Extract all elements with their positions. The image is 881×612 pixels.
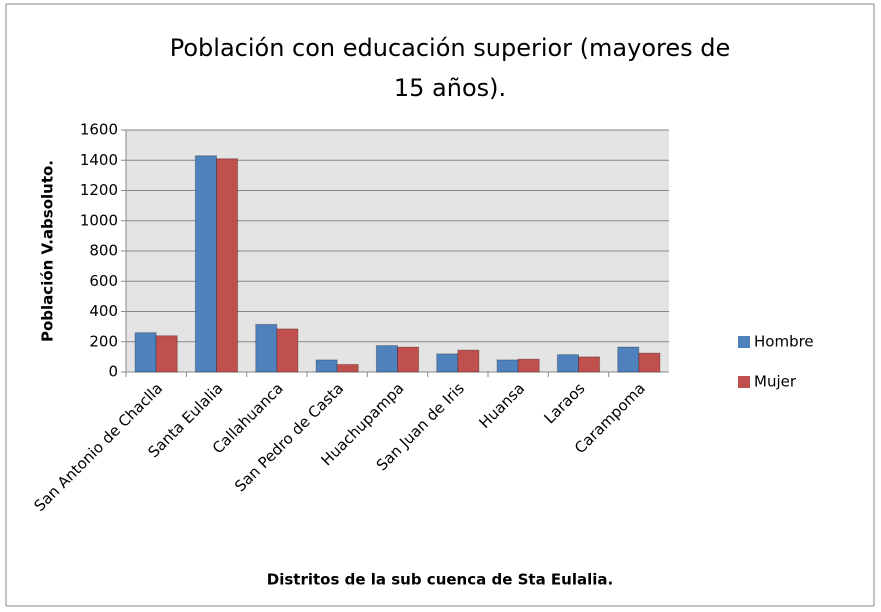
bar (194, 155, 217, 373)
legend-swatch (738, 376, 750, 388)
bar (336, 363, 359, 373)
y-tick-label: 600 (89, 272, 118, 290)
bar (436, 353, 459, 373)
bar (375, 345, 398, 373)
y-tick-label: 1600 (80, 121, 118, 139)
legend-swatch (738, 336, 750, 348)
legend-label: Mujer (754, 373, 797, 391)
bar (397, 346, 420, 373)
y-tick-label: 1400 (80, 151, 118, 169)
bar (556, 354, 580, 373)
bar (496, 359, 519, 373)
bar (315, 359, 338, 373)
y-tick-label: 1000 (80, 211, 118, 229)
bar (638, 352, 661, 373)
y-axis-title: Población V.absoluto. (39, 160, 57, 342)
bar (155, 335, 178, 373)
x-axis-title: Distritos de la sub cuenca de Sta Eulali… (267, 571, 613, 589)
y-tick-label: 400 (89, 302, 118, 320)
bar (134, 332, 157, 373)
y-tick-label: 0 (108, 363, 118, 381)
y-tick-label: 800 (89, 242, 118, 260)
bar (457, 349, 480, 373)
bar (216, 158, 239, 373)
chart-title: Población con educación superior (mayore… (169, 34, 731, 102)
bar (276, 328, 299, 373)
bar (578, 356, 601, 373)
y-tick-label: 1200 (80, 181, 118, 199)
bar (617, 346, 640, 373)
bar (255, 323, 278, 373)
legend-label: Hombre (754, 333, 814, 351)
y-tick-label: 200 (89, 332, 118, 350)
bar (517, 358, 540, 373)
